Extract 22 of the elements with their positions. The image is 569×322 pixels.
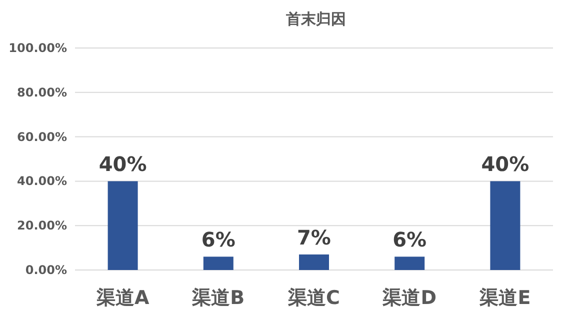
y-tick-label: 40.00% (17, 174, 67, 188)
x-tick-label: 渠道A (95, 287, 150, 309)
data-label: 40% (98, 152, 147, 176)
data-label: 40% (481, 152, 530, 176)
x-tick-label: 渠道D (382, 287, 436, 309)
bar (299, 254, 329, 270)
y-tick-label: 80.00% (17, 85, 67, 100)
y-tick-label: 60.00% (17, 130, 67, 144)
y-tick-label: 20.00% (17, 218, 67, 233)
bar (394, 256, 425, 270)
bar (203, 256, 234, 270)
x-tick-label: 渠道E (478, 287, 531, 309)
x-tick-label: 渠道C (287, 287, 340, 309)
bar (490, 181, 520, 270)
x-tick-label: 渠道B (191, 287, 245, 309)
y-tick-label: 100.00% (8, 41, 67, 55)
y-tick-label: 0.00% (25, 263, 67, 277)
data-label: 7% (297, 225, 331, 250)
data-label: 6% (201, 228, 236, 252)
chart-title: 首末归因 (285, 10, 346, 28)
bar (108, 181, 138, 270)
data-label: 6% (392, 228, 427, 252)
